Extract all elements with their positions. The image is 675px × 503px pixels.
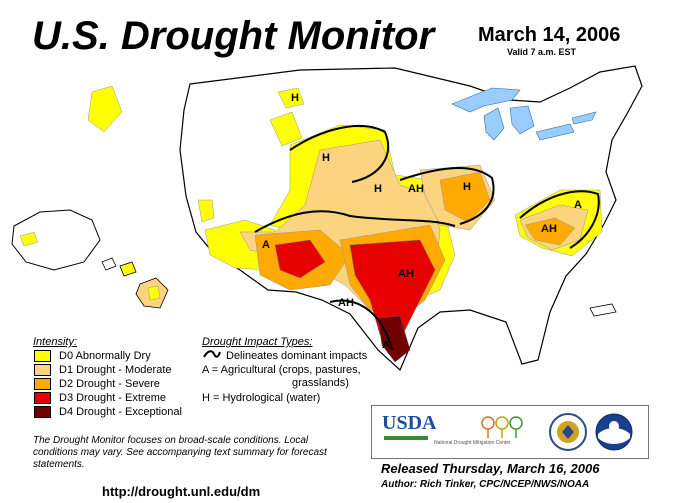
impact-label-h-wyoming: H [322,152,330,164]
d2-area-midwest [439,171,491,223]
impact-label-a-arizona: A [262,239,270,251]
noaa-seal-icon [595,413,633,451]
impact-label-h-montana: H [291,92,299,104]
legend-swatch-d3 [34,392,51,405]
d3-area-southwest [274,239,326,279]
great-lakes [451,87,597,141]
ndmc-logo-text: National Drought Mitigation Center [434,440,511,446]
release-date: Released Thursday, March 16, 2006 [381,461,600,476]
usda-logo: USDA [382,412,437,434]
usda-logo-bar [384,436,428,440]
impact-label-ah-texas: AH [338,297,354,309]
alaska-d0 [19,231,39,247]
impact-agricultural: A = Agricultural (crops, pastures, [202,364,361,376]
impact-label-ah-virginia: AH [541,223,557,235]
commerce-seal-icon [549,413,587,451]
legend-title: Intensity: [33,336,78,348]
impact-agricultural-cont: grasslands) [292,377,349,389]
disclaimer-note: The Drought Monitor focuses on broad-sca… [33,435,327,470]
impact-label-a-texas: A [382,339,390,351]
sponsor-logos: USDA National Drought Mitigation Center [371,405,649,459]
source-url[interactable]: http://drought.unl.edu/dm [102,484,261,499]
d0-area-dakota [277,87,305,109]
alaska [11,209,101,271]
d4-area-texas [377,315,411,363]
hawaii-2 [119,261,137,277]
legend-item-d4: D4 Drought - Exceptional [34,406,182,419]
puerto-rico [589,303,617,317]
impact-label-h-nebraska: H [374,183,382,195]
impact-line-description: Delineates dominant impacts [226,350,368,362]
legend-swatch-d1 [34,364,51,377]
hawaii-3-d0 [147,285,161,301]
impact-types-title: Drought Impact Types: [202,336,313,348]
d0-area-northwest [87,85,123,133]
legend-swatch-d2 [34,378,51,391]
d0-area-great-basin [197,199,215,223]
valid-time: Valid 7 a.m. EST [507,47,577,57]
impact-line-north [289,124,390,183]
impact-line-midwest [399,167,495,225]
legend-swatch-d0 [34,350,51,363]
d2-area-east [524,217,576,246]
page-title: U.S. Drought Monitor [32,14,435,58]
impact-label-h-illinois: H [463,181,471,193]
impact-line-east [519,190,600,249]
impact-hydrological: H = Hydrological (water) [202,392,321,404]
legend-item-d1: D1 Drought - Moderate [34,364,172,377]
legend-item-d2: D2 Drought - Severe [34,378,160,391]
impact-label-ah-iowa: AH [408,183,424,195]
d0-area-montana [269,111,303,147]
impact-label-ah-oklahoma: AH [398,268,414,280]
impact-line-symbol [203,350,221,358]
ndmc-tree-icon [481,416,523,438]
hawaii-1 [101,257,117,271]
map-date: March 14, 2006 [478,24,621,46]
legend-swatch-d4 [34,406,51,419]
legend-item-d3: D3 Drought - Extreme [34,392,166,405]
impact-line-west [254,210,456,233]
impact-label-a-maryland: A [574,199,582,211]
impact-line-texas [329,299,393,351]
author-credit: Author: Rich Tinker, CPC/NCEP/NWS/NOAA [381,479,590,490]
legend-item-d0: D0 Abnormally Dry [34,350,151,363]
